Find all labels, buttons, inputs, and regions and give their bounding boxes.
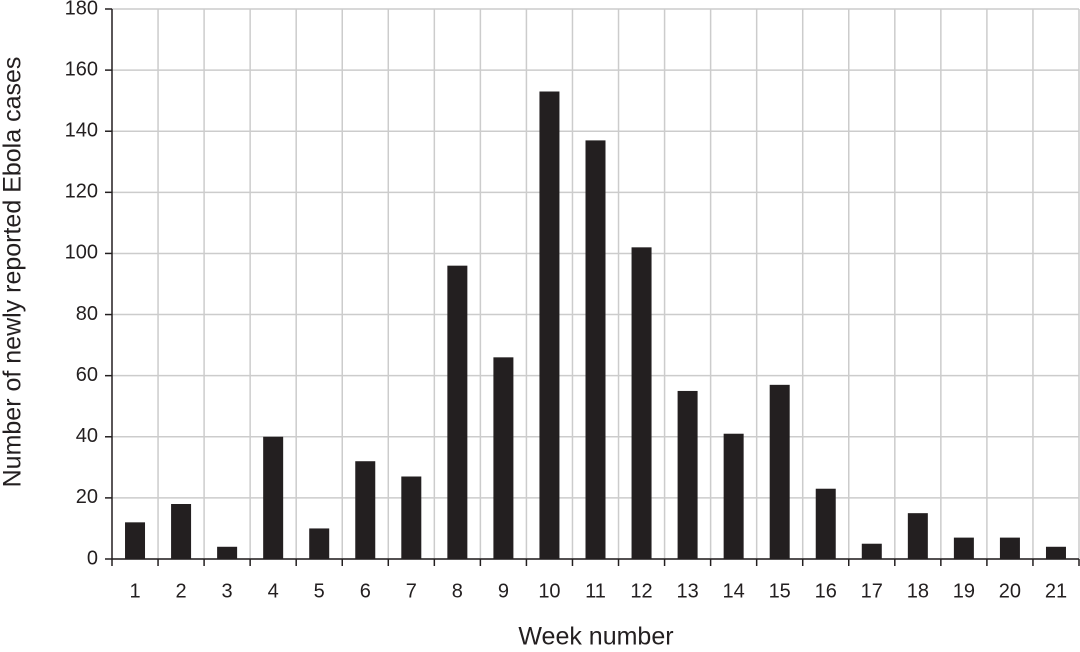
y-tick-label: 160 xyxy=(65,58,98,80)
bar xyxy=(355,461,376,559)
bar xyxy=(493,357,514,559)
x-tick-label: 4 xyxy=(268,580,279,602)
y-tick-label: 80 xyxy=(76,303,98,325)
bar xyxy=(769,384,790,559)
x-tick-label: 8 xyxy=(452,580,463,602)
bar xyxy=(723,433,744,559)
x-tick-label: 15 xyxy=(769,580,791,602)
x-tick-label: 6 xyxy=(360,580,371,602)
x-tick-label: 10 xyxy=(538,580,560,602)
bar xyxy=(1045,546,1066,559)
bar xyxy=(861,543,882,559)
bar xyxy=(447,265,468,559)
bar xyxy=(217,546,238,559)
x-tick-label: 2 xyxy=(176,580,187,602)
bar xyxy=(401,476,422,559)
x-tick-label: 11 xyxy=(585,580,606,602)
bar xyxy=(309,528,330,559)
bar xyxy=(677,390,698,559)
y-axis-label: Number of newly reported Ebola cases xyxy=(0,57,27,488)
y-tick-label: 60 xyxy=(76,364,98,386)
x-tick-label: 7 xyxy=(406,580,417,602)
x-tick-label: 16 xyxy=(815,580,837,602)
y-tick-label: 40 xyxy=(76,425,98,447)
bar xyxy=(953,537,974,559)
y-tick-label: 100 xyxy=(65,242,98,264)
bar xyxy=(631,247,652,560)
bar xyxy=(125,522,146,559)
bar xyxy=(539,91,560,559)
x-tick-label: 18 xyxy=(907,580,929,602)
bar xyxy=(999,537,1020,559)
bar xyxy=(907,513,928,559)
x-tick-label: 3 xyxy=(222,580,233,602)
x-tick-label: 21 xyxy=(1045,580,1067,602)
y-tick-label: 20 xyxy=(76,486,98,508)
x-tick-label: 20 xyxy=(999,580,1021,602)
x-tick-label: 14 xyxy=(723,580,745,602)
y-tick-label: 180 xyxy=(65,0,98,19)
x-tick-label: 12 xyxy=(630,580,652,602)
y-tick-label: 0 xyxy=(87,547,98,569)
x-tick-label: 17 xyxy=(861,580,883,602)
y-tick-label: 120 xyxy=(65,181,98,203)
x-tick-label: 19 xyxy=(953,580,975,602)
y-tick-label: 140 xyxy=(65,120,98,142)
x-tick-label: 1 xyxy=(129,580,140,602)
bar xyxy=(815,488,836,559)
x-tick-label: 5 xyxy=(314,580,325,602)
x-tick-label: 13 xyxy=(676,580,698,602)
x-tick-label: 9 xyxy=(498,580,509,602)
bar xyxy=(171,504,192,559)
bar xyxy=(263,436,284,559)
bar xyxy=(585,140,606,559)
x-axis-label: Week number xyxy=(518,623,673,651)
